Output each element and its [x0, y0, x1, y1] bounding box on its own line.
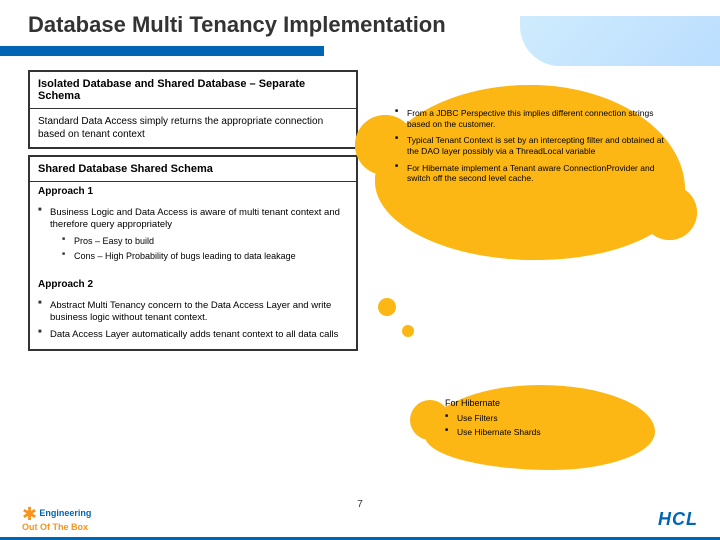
- bubble-icon: [368, 130, 382, 144]
- title-underline: [0, 46, 720, 56]
- box2-heading: Shared Database Shared Schema: [30, 157, 356, 182]
- star-icon: ✱: [22, 505, 37, 523]
- cloud2-bullet2: Use Hibernate Shards: [445, 425, 645, 439]
- box-isolated-shared: Isolated Database and Shared Database – …: [28, 70, 358, 149]
- cloud2-content: For Hibernate Use Filters Use Hibernate …: [445, 398, 645, 439]
- bubble-icon: [378, 298, 396, 316]
- cloud2-bullet1: Use Filters: [445, 411, 645, 425]
- bubble-icon: [402, 325, 414, 337]
- approach1-item: Business Logic and Data Access is aware …: [38, 205, 348, 269]
- footer-left-logo: ✱ Engineering Out Of The Box: [22, 505, 91, 532]
- cloud1-bullet1: From a JDBC Perspective this implies dif…: [395, 105, 675, 132]
- cloud1-content: From a JDBC Perspective this implies dif…: [395, 105, 675, 187]
- approach2-item2: Data Access Layer automatically adds ten…: [38, 327, 348, 343]
- approach2-list: Abstract Multi Tenancy concern to the Da…: [30, 294, 356, 349]
- approach1-pros: Pros – Easy to build: [62, 234, 348, 250]
- box-shared-schema: Shared Database Shared Schema Approach 1…: [28, 155, 358, 351]
- cloud1-bullet3: For Hibernate implement a Tenant aware C…: [395, 160, 675, 187]
- approach1-item-text: Business Logic and Data Access is aware …: [50, 207, 340, 230]
- approach1-list: Business Logic and Data Access is aware …: [30, 201, 356, 275]
- approach1-cons: Cons – High Probability of bugs leading …: [62, 249, 348, 265]
- footer-outofthebox: Out Of The Box: [22, 522, 88, 532]
- box1-heading: Isolated Database and Shared Database – …: [30, 72, 356, 109]
- approach2-item1: Abstract Multi Tenancy concern to the Da…: [38, 298, 348, 327]
- footer-engineering: Engineering: [39, 508, 91, 518]
- footer-hcl-logo: HCL: [658, 509, 698, 530]
- box1-body: Standard Data Access simply returns the …: [30, 109, 356, 147]
- page-number: 7: [357, 499, 363, 510]
- left-column: Isolated Database and Shared Database – …: [28, 70, 358, 357]
- approach2-label: Approach 2: [30, 275, 356, 294]
- cloud1-bullet2: Typical Tenant Context is set by an inte…: [395, 132, 675, 159]
- approach1-label: Approach 1: [30, 182, 356, 201]
- cloud2-heading: For Hibernate: [445, 398, 645, 411]
